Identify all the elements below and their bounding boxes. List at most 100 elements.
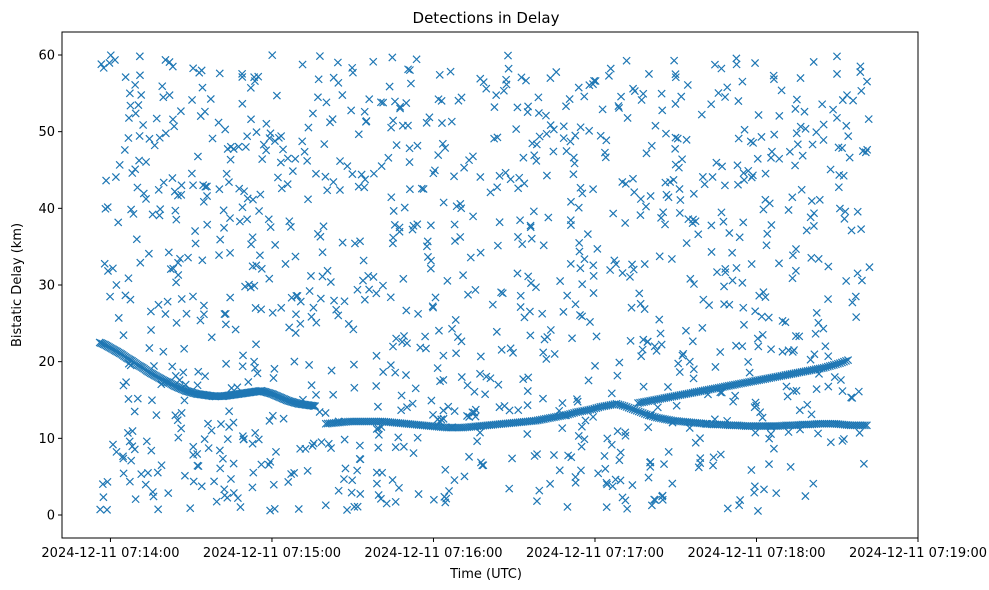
- clutter-point: [321, 172, 330, 181]
- clutter-point: [389, 233, 398, 242]
- clutter-point: [170, 187, 179, 196]
- clutter-point: [399, 442, 408, 451]
- clutter-point: [450, 236, 460, 246]
- clutter-point: [750, 482, 759, 491]
- clutter-point: [437, 119, 446, 128]
- clutter-point: [203, 192, 212, 201]
- clutter-point: [390, 220, 399, 229]
- clutter-point: [807, 410, 816, 419]
- clutter-point: [809, 209, 819, 218]
- clutter-point: [226, 474, 235, 484]
- clutter-point: [525, 307, 534, 316]
- clutter-point: [397, 406, 406, 415]
- clutter-point: [585, 317, 594, 326]
- clutter-point: [165, 91, 174, 100]
- clutter-point: [309, 303, 318, 312]
- clutter-point: [343, 162, 352, 171]
- clutter-point: [374, 430, 383, 439]
- clutter-point: [558, 399, 567, 408]
- clutter-point: [630, 188, 639, 197]
- clutter-point: [395, 223, 404, 232]
- clutter-point: [527, 234, 536, 243]
- clutter-point: [423, 237, 432, 246]
- clutter-point: [469, 212, 478, 221]
- clutter-point: [747, 173, 756, 182]
- clutter-point: [503, 51, 513, 60]
- y-axis: 0 10 20 30 40 50 60: [38, 49, 62, 524]
- clutter-point: [422, 118, 431, 127]
- clutter-point: [738, 342, 747, 351]
- clutter-point: [131, 80, 140, 89]
- clutter-point: [139, 120, 148, 129]
- clutter-point: [254, 435, 263, 444]
- clutter-point: [670, 56, 679, 65]
- clutter-point: [689, 280, 698, 289]
- clutter-point: [482, 84, 491, 93]
- clutter-point: [248, 233, 257, 242]
- clutter-point: [201, 372, 210, 381]
- clutter-point: [465, 156, 474, 165]
- clutter-point: [414, 309, 423, 318]
- clutter-point: [394, 483, 403, 492]
- clutter-point: [152, 411, 161, 420]
- clutter-point: [256, 190, 265, 199]
- clutter-point: [705, 301, 714, 310]
- clutter-point: [439, 375, 448, 384]
- clutter-point: [815, 195, 824, 204]
- clutter-point: [303, 466, 312, 475]
- clutter-point: [306, 271, 315, 280]
- clutter-point: [147, 396, 156, 405]
- clutter-point: [349, 360, 358, 369]
- clutter-point: [451, 315, 460, 324]
- clutter-point: [508, 348, 518, 357]
- clutter-point: [277, 184, 286, 193]
- track-1-point: [311, 402, 320, 411]
- clutter-point: [853, 269, 862, 278]
- clutter-point: [738, 278, 747, 287]
- clutter-point: [782, 382, 791, 391]
- clutter-point: [324, 439, 333, 448]
- y-tick-label: 60: [38, 49, 55, 64]
- x-tick-label: 2024-12-11 07:17:00: [526, 546, 664, 561]
- clutter-point: [313, 93, 322, 102]
- clutter-point: [189, 442, 198, 451]
- x-tick-label: 2024-12-11 07:14:00: [41, 546, 179, 561]
- x-axis-label: Time (UTC): [449, 567, 522, 582]
- clutter-point: [284, 477, 293, 486]
- clutter-point: [640, 305, 649, 314]
- clutter-point: [810, 350, 819, 359]
- clutter-point: [290, 357, 299, 366]
- clutter-point: [524, 272, 533, 281]
- clutter-point: [132, 235, 141, 244]
- clutter-point: [594, 469, 603, 478]
- clutter-point: [739, 320, 748, 329]
- clutter-point: [578, 189, 587, 198]
- clutter-point: [255, 207, 264, 216]
- clutter-point: [732, 54, 741, 63]
- clutter-point: [218, 454, 227, 463]
- clutter-point: [168, 62, 177, 71]
- clutter-point: [808, 140, 817, 149]
- clutter-point: [516, 291, 525, 300]
- clutter-point: [644, 423, 653, 432]
- clutter-point: [591, 76, 600, 86]
- clutter-point: [224, 178, 233, 187]
- clutter-point: [785, 147, 794, 156]
- clutter-point: [761, 195, 770, 204]
- clutter-point: [212, 497, 221, 506]
- clutter-point: [334, 311, 343, 320]
- clutter-point: [216, 235, 225, 244]
- clutter-point: [277, 132, 286, 141]
- clutter-point: [298, 137, 307, 146]
- clutter-point: [731, 391, 740, 400]
- clutter-point: [362, 117, 371, 126]
- clutter-point: [628, 260, 637, 269]
- clutter-point: [781, 318, 790, 327]
- clutter-point: [824, 382, 833, 391]
- clutter-point: [641, 202, 651, 211]
- clutter-point: [377, 162, 386, 171]
- clutter-point: [270, 364, 279, 373]
- clutter-point: [172, 278, 181, 287]
- clutter-point: [202, 182, 211, 191]
- clutter-point: [433, 415, 442, 424]
